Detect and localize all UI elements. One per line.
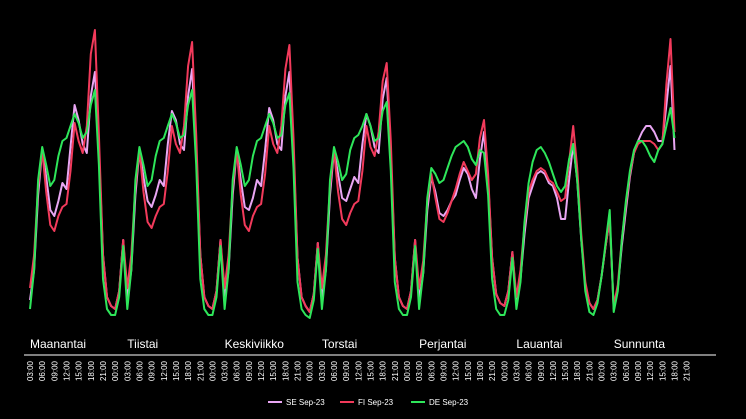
- x-tick-label: 03:00: [318, 360, 327, 381]
- day-label: Sunnunta: [614, 337, 666, 351]
- x-tick-label: 15:00: [658, 360, 667, 381]
- x-tick-label: 15:00: [75, 360, 84, 381]
- legend-label: DE Sep-23: [429, 398, 469, 407]
- x-tick-label: 12:00: [646, 360, 655, 381]
- x-tick-label: 00:00: [208, 360, 217, 381]
- x-tick-label: 09:00: [634, 360, 643, 381]
- x-tick-label: 03:00: [610, 360, 619, 381]
- x-tick-label: 06:00: [525, 360, 534, 381]
- day-label: Maanantai: [30, 337, 86, 351]
- x-tick-label: 03:00: [26, 360, 35, 381]
- series-line-1: [29, 29, 676, 313]
- x-tick-label: 12:00: [160, 360, 169, 381]
- x-tick-label: 00:00: [111, 360, 120, 381]
- x-tick-label: 21:00: [585, 360, 594, 381]
- x-tick-label: 21:00: [683, 360, 692, 381]
- x-tick-label: 09:00: [50, 360, 59, 381]
- x-tick-label: 21:00: [99, 360, 108, 381]
- x-tick-label: 00:00: [306, 360, 315, 381]
- x-tick-label: 15:00: [367, 360, 376, 381]
- x-tick-label: 18:00: [281, 360, 290, 381]
- x-tick-label: 06:00: [233, 360, 242, 381]
- x-tick-label: 18:00: [379, 360, 388, 381]
- day-label: Keskiviikko: [225, 337, 285, 351]
- x-tick-label: 21:00: [391, 360, 400, 381]
- x-tick-label: 09:00: [342, 360, 351, 381]
- x-tick-label: 15:00: [561, 360, 570, 381]
- x-tick-label: 21:00: [488, 360, 497, 381]
- x-tick-label: 09:00: [537, 360, 546, 381]
- x-tick-label: 18:00: [184, 360, 193, 381]
- x-tick-label: 06:00: [38, 360, 47, 381]
- x-tick-label: 18:00: [573, 360, 582, 381]
- series-layer: [29, 29, 676, 319]
- x-tick-label: 06:00: [135, 360, 144, 381]
- x-tick-label: 18:00: [671, 360, 680, 381]
- x-tick-label: 00:00: [500, 360, 509, 381]
- x-tick-label: 21:00: [196, 360, 205, 381]
- x-tick-label: 18:00: [87, 360, 96, 381]
- x-tick-label: 03:00: [415, 360, 424, 381]
- x-tick-label: 12:00: [257, 360, 266, 381]
- x-tick-label: 09:00: [148, 360, 157, 381]
- day-label: Torstai: [322, 337, 357, 351]
- series-line-2: [29, 89, 676, 319]
- x-tick-label: 03:00: [512, 360, 521, 381]
- x-tick-label: 12:00: [452, 360, 461, 381]
- x-tick-label: 21:00: [294, 360, 303, 381]
- day-label: Lauantai: [516, 337, 562, 351]
- x-tick-labels: 03:00 06:00 09:00 12:00 15:00 18:00 21:00 00:00…: [26, 360, 692, 381]
- x-tick-label: 15:00: [172, 360, 181, 381]
- x-tick-label: 15:00: [464, 360, 473, 381]
- legend-label: FI Sep-23: [358, 398, 394, 407]
- x-tick-label: 03:00: [123, 360, 132, 381]
- legend-label: SE Sep-23: [286, 398, 325, 407]
- x-tick-label: 12:00: [549, 360, 558, 381]
- x-tick-label: 09:00: [440, 360, 449, 381]
- day-labels: Maanantai Tiistai Keskiviikko Torstai Perjan…: [30, 337, 665, 351]
- x-tick-label: 06:00: [427, 360, 436, 381]
- x-tick-label: 12:00: [354, 360, 363, 381]
- day-label: Perjantai: [419, 337, 466, 351]
- x-tick-label: 06:00: [622, 360, 631, 381]
- x-tick-label: 00:00: [598, 360, 607, 381]
- x-tick-label: 18:00: [476, 360, 485, 381]
- x-tick-label: 09:00: [245, 360, 254, 381]
- x-tick-label: 12:00: [63, 360, 72, 381]
- x-tick-label: 03:00: [221, 360, 230, 381]
- x-tick-label: 00:00: [403, 360, 412, 381]
- legend: SE Sep-23 FI Sep-23 DE Sep-23: [268, 398, 469, 407]
- x-tick-label: 15:00: [269, 360, 278, 381]
- day-label: Tiistai: [127, 337, 158, 351]
- x-tick-label: 06:00: [330, 360, 339, 381]
